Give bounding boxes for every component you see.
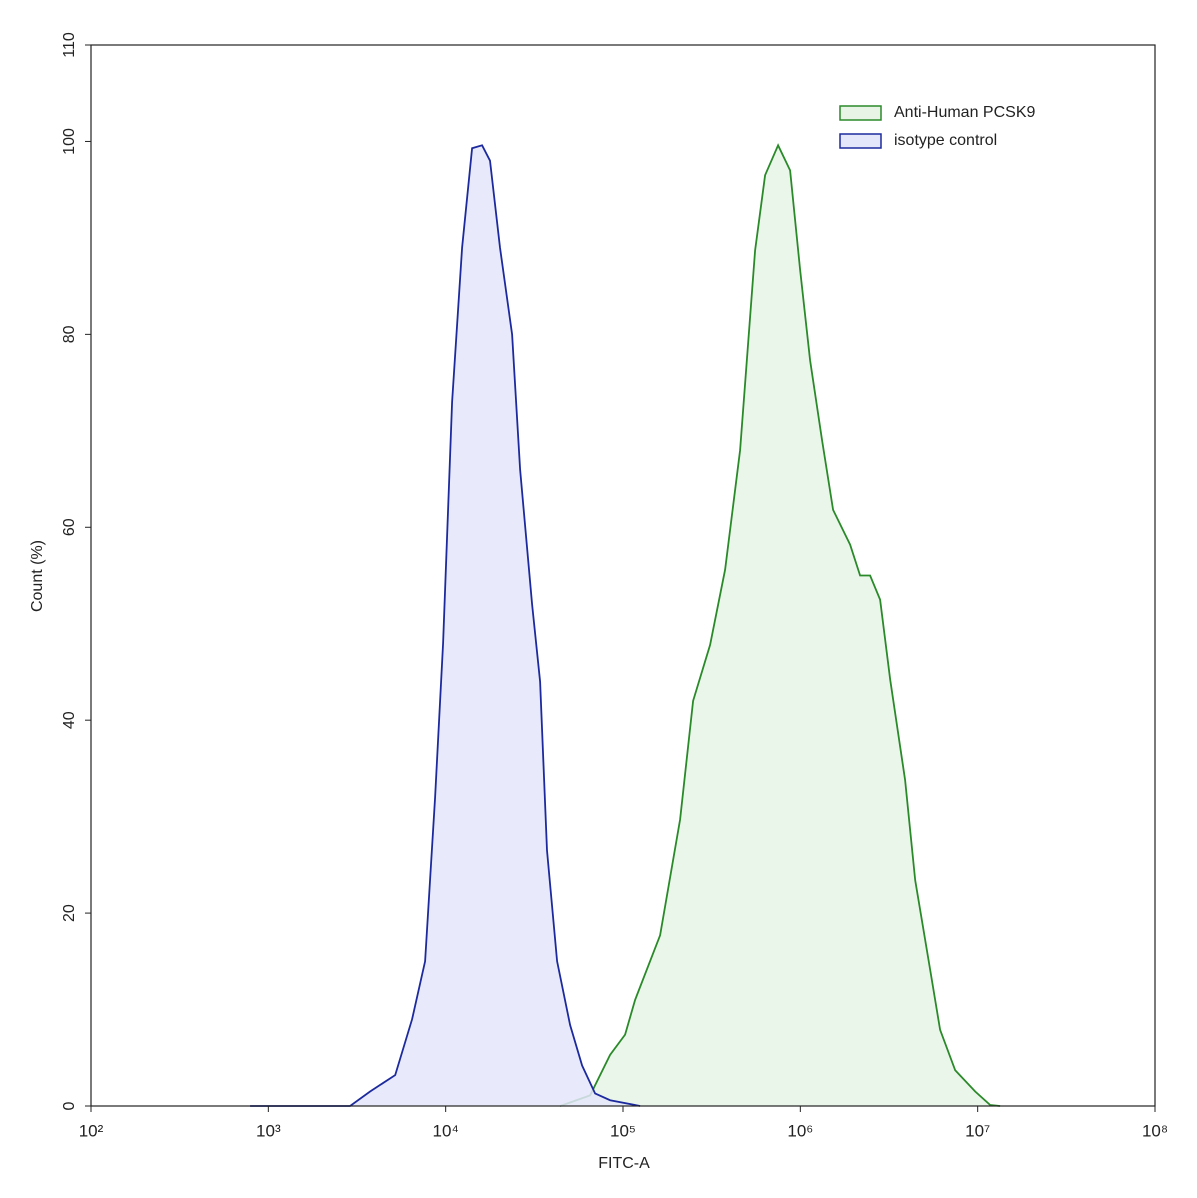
legend-swatch bbox=[839, 133, 882, 149]
legend-swatch bbox=[839, 105, 882, 121]
y-tick-label: 40 bbox=[61, 711, 78, 729]
legend-label: isotype control bbox=[894, 132, 997, 149]
x-axis-label: FITC-A bbox=[598, 1155, 650, 1172]
y-axis-label: Count (%) bbox=[29, 540, 46, 612]
x-tick-label: 10⁸ bbox=[1142, 1121, 1168, 1140]
x-tick-label: 10⁵ bbox=[610, 1121, 636, 1140]
y-tick-label: 80 bbox=[61, 325, 78, 343]
x-tick-label: 10³ bbox=[256, 1121, 281, 1140]
y-tick-label: 20 bbox=[61, 904, 78, 922]
y-tick-label: 110 bbox=[61, 32, 78, 58]
area-fill bbox=[250, 145, 641, 1107]
x-tick-label: 10² bbox=[79, 1121, 104, 1140]
plot-frame bbox=[90, 44, 1156, 1107]
histogram-line bbox=[250, 144, 641, 1107]
x-tick-label: 10⁶ bbox=[787, 1121, 813, 1140]
y-tick-label: 0 bbox=[61, 1101, 78, 1110]
legend-label: Anti-Human PCSK9 bbox=[894, 104, 1035, 121]
area-fill bbox=[560, 145, 1001, 1107]
y-tick-label: 100 bbox=[61, 128, 78, 155]
y-tick-label: 60 bbox=[61, 518, 78, 536]
x-tick-label: 10⁴ bbox=[433, 1121, 459, 1140]
x-tick-label: 10⁷ bbox=[965, 1121, 990, 1140]
histogram-line bbox=[559, 143, 1001, 1107]
